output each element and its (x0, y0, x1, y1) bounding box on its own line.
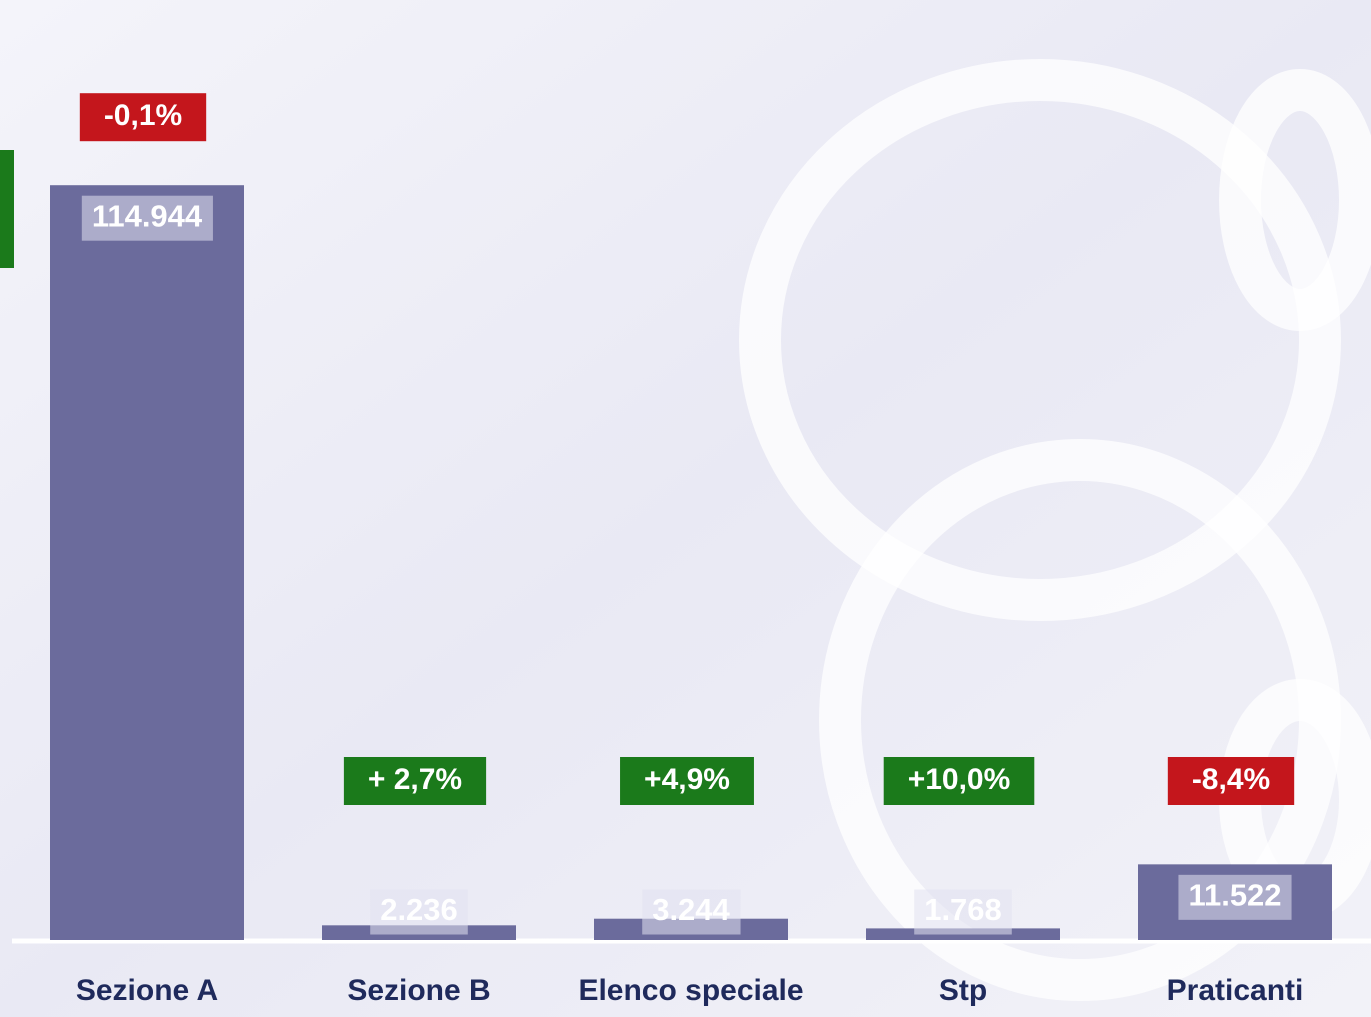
change-label-group: -8,4% (1167, 757, 1295, 805)
change-label: +10,0% (908, 763, 1011, 796)
change-label-box (620, 757, 754, 805)
x-tick-label: Sezione A (76, 974, 218, 1007)
value-label: 11.522 (1188, 878, 1281, 913)
value-label: 1.768 (924, 892, 1002, 927)
change-label: + 2,7% (368, 763, 462, 796)
value-label-group: 11.522 (1178, 874, 1292, 920)
value-label-group: 1.768 (914, 889, 1012, 935)
x-tick-label: Elenco speciale (578, 974, 803, 1007)
value-label-group: 114.944 (81, 195, 213, 241)
value-label: 3.244 (652, 892, 730, 927)
side-marker (0, 150, 14, 268)
value-label: 2.236 (380, 892, 458, 927)
value-label-box (81, 195, 213, 241)
bar (50, 185, 244, 941)
change-label-box (79, 93, 207, 142)
change-label-group: + 2,7% (343, 757, 487, 805)
value-label-group: 2.236 (370, 889, 468, 935)
change-label-group: +10,0% (883, 757, 1035, 805)
x-tick-label: Praticanti (1167, 974, 1304, 1007)
value-label: 114.944 (92, 198, 203, 233)
value-label-box (642, 889, 741, 935)
change-label: -0,1% (104, 99, 182, 132)
value-label-box (914, 889, 1012, 935)
x-tick-label: Sezione B (347, 974, 490, 1007)
change-label: +4,9% (644, 763, 730, 796)
change-label-box (1167, 757, 1295, 805)
change-label-box (883, 757, 1035, 805)
value-label-box (1178, 874, 1292, 920)
value-label-group: 3.244 (642, 889, 741, 935)
x-tick-label: Stp (939, 974, 987, 1007)
change-label-group: +4,9% (620, 757, 754, 805)
value-label-box (370, 889, 468, 935)
change-label: -8,4% (1192, 763, 1270, 796)
decoration (739, 59, 1371, 1001)
change-label-group: -0,1% (79, 93, 207, 142)
change-label-box (343, 757, 487, 805)
